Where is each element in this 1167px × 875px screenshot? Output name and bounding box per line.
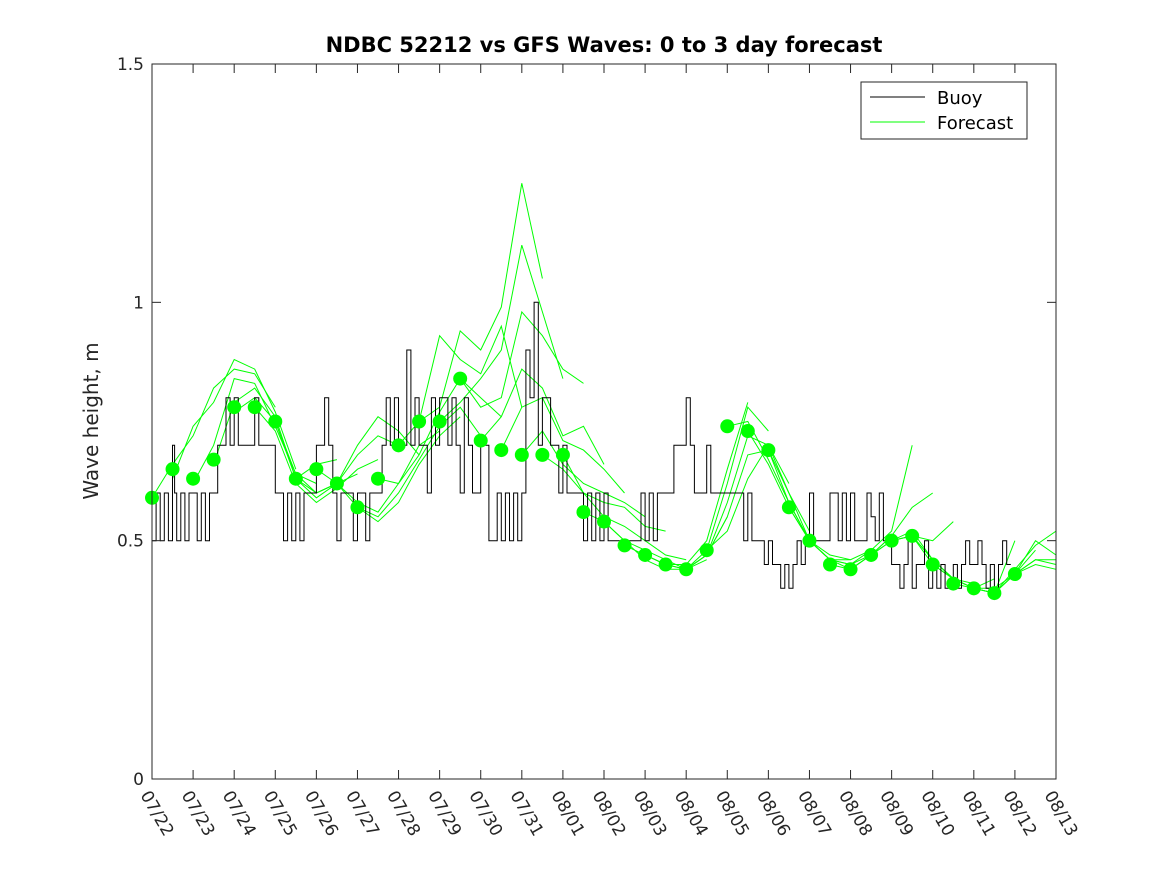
y-tick-label: 0 xyxy=(133,770,144,790)
forecast-analysis-dot xyxy=(740,424,755,439)
y-tick-label: 1 xyxy=(133,293,144,313)
forecast-analysis-dot xyxy=(514,447,529,462)
forecast-analysis-dot xyxy=(247,400,262,415)
forecast-run-line xyxy=(357,406,482,518)
forecast-run-line xyxy=(480,368,605,465)
x-tick-label: 07/22 xyxy=(136,788,178,840)
x-tick-label: 07/29 xyxy=(423,788,465,840)
x-tick-label: 07/23 xyxy=(177,788,219,840)
forecast-analysis-dot xyxy=(1007,567,1022,582)
forecast-analysis-dot xyxy=(884,533,899,548)
legend-label-buoy: Buoy xyxy=(937,88,983,109)
forecast-analysis-dot xyxy=(165,462,180,477)
legend-box xyxy=(860,81,1028,140)
forecast-analysis-dot xyxy=(412,414,427,429)
x-tick-label: 08/01 xyxy=(547,788,589,840)
forecast-analysis-dot xyxy=(905,528,920,543)
forecast-run-line xyxy=(172,358,297,479)
x-tick-label: 08/05 xyxy=(711,788,753,840)
buoy-line xyxy=(152,301,1011,589)
forecast-analysis-dot xyxy=(206,452,221,467)
series-layer xyxy=(145,183,1057,601)
y-tick-label: 0.5 xyxy=(117,532,144,552)
x-tick-label: 08/02 xyxy=(588,788,630,840)
forecast-analysis-dot xyxy=(494,443,509,458)
plot-background xyxy=(152,64,1056,779)
forecast-analysis-dot xyxy=(597,514,611,529)
forecast-analysis-dot xyxy=(761,443,776,458)
x-tick-label: 07/27 xyxy=(341,788,383,840)
forecast-analysis-dot xyxy=(946,576,961,591)
forecast-run-line xyxy=(254,406,379,504)
forecast-analysis-dot xyxy=(864,547,879,562)
x-tick-label: 07/30 xyxy=(464,788,506,840)
legend-label-forecast: Forecast xyxy=(937,113,1013,134)
forecast-analysis-dot xyxy=(576,505,591,520)
x-tick-label: 08/09 xyxy=(875,788,917,840)
x-tick-label: 08/10 xyxy=(916,788,958,840)
forecast-analysis-dot xyxy=(432,414,447,429)
forecast-analysis-dot xyxy=(658,557,673,572)
forecast-analysis-dot xyxy=(329,476,344,491)
forecast-analysis-dot xyxy=(781,500,796,515)
forecast-run-line xyxy=(439,244,564,422)
x-tick-label: 08/07 xyxy=(793,788,835,840)
x-tick-label: 08/03 xyxy=(629,788,671,840)
x-tick-label: 07/24 xyxy=(218,788,260,840)
forecast-analysis-dot xyxy=(371,471,385,486)
forecast-run-line xyxy=(459,310,584,408)
x-tick-label: 08/11 xyxy=(957,788,999,840)
forecast-analysis-dot xyxy=(227,400,242,415)
forecast-run-line xyxy=(500,397,625,494)
forecast-analysis-dot xyxy=(350,500,365,515)
forecast-analysis-dot xyxy=(720,419,735,434)
forecast-analysis-dot xyxy=(802,533,817,548)
y-tick-label: 1.5 xyxy=(117,55,144,75)
forecast-analysis-dot xyxy=(617,538,632,553)
forecast-analysis-dot xyxy=(186,471,201,486)
forecast-analysis-dot xyxy=(987,586,1002,601)
forecast-analysis-dot xyxy=(391,438,406,453)
x-tick-label: 07/28 xyxy=(382,788,424,840)
forecast-analysis-dot xyxy=(288,471,303,486)
forecast-analysis-dot xyxy=(638,547,653,562)
x-tick-label: 08/06 xyxy=(752,788,794,840)
forecast-analysis-dot xyxy=(268,414,283,429)
forecast-analysis-dot xyxy=(679,562,694,577)
forecast-analysis-dot xyxy=(309,462,324,477)
forecast-analysis-dot xyxy=(555,447,570,462)
forecast-analysis-dot xyxy=(453,371,468,386)
x-tick-label: 08/04 xyxy=(670,788,712,840)
forecast-run-line xyxy=(994,559,1057,594)
y-axis-label: Wave height, m xyxy=(79,342,103,499)
x-tick-label: 07/25 xyxy=(259,788,301,840)
forecast-analysis-dot xyxy=(535,447,550,462)
x-tick-label: 07/26 xyxy=(300,788,342,840)
forecast-analysis-dot xyxy=(966,581,981,596)
x-tick-label: 08/13 xyxy=(1040,788,1082,840)
x-tick-label: 08/08 xyxy=(834,788,876,840)
forecast-analysis-dot xyxy=(823,557,837,572)
chart-title: NDBC 52212 vs GFS Waves: 0 to 3 day fore… xyxy=(326,33,883,57)
forecast-run-line xyxy=(1014,563,1057,575)
forecast-analysis-dot xyxy=(843,562,858,577)
x-tick-label: 07/31 xyxy=(505,788,547,840)
x-tick-label: 08/12 xyxy=(999,788,1041,840)
forecast-analysis-dot xyxy=(699,543,714,558)
legend: Buoy Forecast xyxy=(860,81,1028,140)
forecast-analysis-dot xyxy=(473,433,488,448)
forecast-analysis-dot xyxy=(925,557,940,572)
